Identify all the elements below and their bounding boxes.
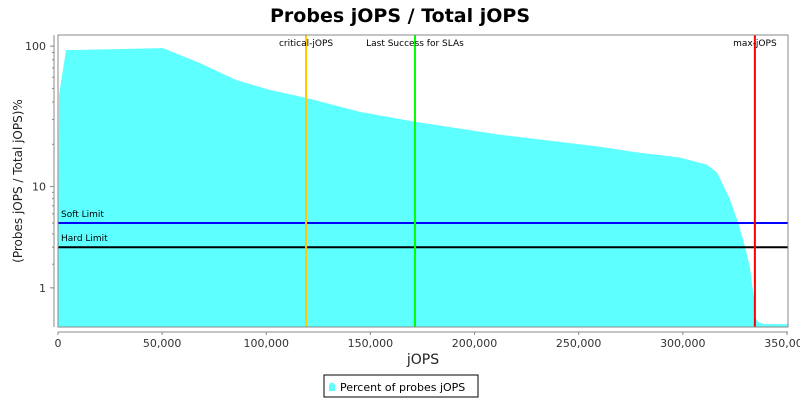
x-axis-label: jOPS: [406, 352, 439, 368]
plot-area: Soft Limit Hard Limit critical-jOPS Last Su…: [25, 34, 800, 350]
x-tick-label: 350,000: [764, 337, 800, 350]
legend-swatch-icon: [329, 382, 335, 391]
vertical-marker-label: Last Success for SLAs: [366, 39, 464, 49]
x-tick-label: 50,000: [143, 337, 182, 350]
horizontal-marker-label: Soft Limit: [61, 210, 104, 220]
y-axis-label: (Probes jOPS / Total jOPS)%: [11, 99, 25, 263]
y-tick-label: 10: [32, 181, 46, 194]
vertical-marker-label: max-jOPS: [733, 39, 777, 49]
series-area-0: [58, 48, 788, 327]
vertical-marker-label: critical-jOPS: [279, 39, 333, 49]
chart-title: Probes jOPS / Total jOPS: [270, 5, 530, 27]
horizontal-marker-label: Hard Limit: [61, 234, 108, 244]
y-tick-label: 1: [39, 282, 46, 295]
plot-border: [57, 34, 789, 328]
x-tick-label: 100,000: [244, 337, 290, 350]
x-tick-label: 150,000: [348, 337, 394, 350]
x-tick-label: 200,000: [452, 337, 498, 350]
legend-box: [323, 374, 479, 398]
x-tick-label: 250,000: [556, 337, 602, 350]
legend: Percent of probes jOPS: [323, 374, 479, 398]
legend-label: Percent of probes jOPS: [340, 381, 465, 394]
y-tick-label: 100: [25, 40, 46, 53]
x-tick-label: 300,000: [660, 337, 706, 350]
x-tick-label: 0: [55, 337, 62, 350]
